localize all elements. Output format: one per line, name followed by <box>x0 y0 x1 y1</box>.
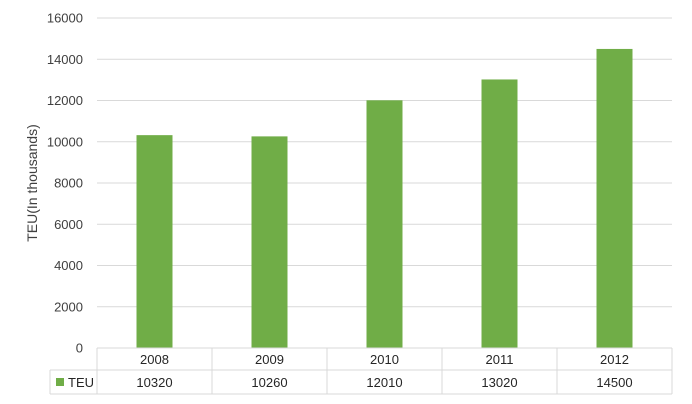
x-category-label: 2008 <box>140 352 169 367</box>
data-table-value: 10260 <box>251 375 287 390</box>
x-category-label: 2011 <box>486 352 514 367</box>
y-tick-label: 14000 <box>47 52 83 67</box>
y-tick-label: 2000 <box>54 299 83 314</box>
y-axis-title: TEU(In thousands) <box>24 124 40 242</box>
bar-2009 <box>251 136 288 348</box>
bar-2011 <box>481 79 518 349</box>
y-tick-label: 4000 <box>54 258 83 273</box>
bar-2008 <box>136 135 173 348</box>
data-table-value: 12010 <box>366 375 402 390</box>
data-table-value: 13020 <box>481 375 517 390</box>
y-tick-label: 10000 <box>47 134 83 149</box>
data-table-value: 10320 <box>136 375 172 390</box>
y-tick-label: 16000 <box>47 11 83 26</box>
y-tick-label: 12000 <box>47 93 83 108</box>
bars <box>136 48 633 349</box>
y-axis-tick-labels: 0 2000 4000 6000 8000 10000 12000 14000 16000 <box>47 11 83 356</box>
x-category-label: 2009 <box>255 352 284 367</box>
data-table-value: 14500 <box>596 375 632 390</box>
x-category-label: 2012 <box>600 352 629 367</box>
bar-2010 <box>366 100 403 348</box>
y-tick-label: 6000 <box>54 217 83 232</box>
legend-swatch <box>56 378 64 386</box>
data-table: 2008 2009 2010 2011 2012 TEU 10320 10260 12010 13… <box>49 347 673 395</box>
x-category-label: 2010 <box>370 352 399 367</box>
bar-2012 <box>596 48 633 348</box>
y-tick-label: 8000 <box>54 176 83 191</box>
y-tick-label: 0 <box>76 341 83 356</box>
legend-label: TEU <box>68 375 94 390</box>
